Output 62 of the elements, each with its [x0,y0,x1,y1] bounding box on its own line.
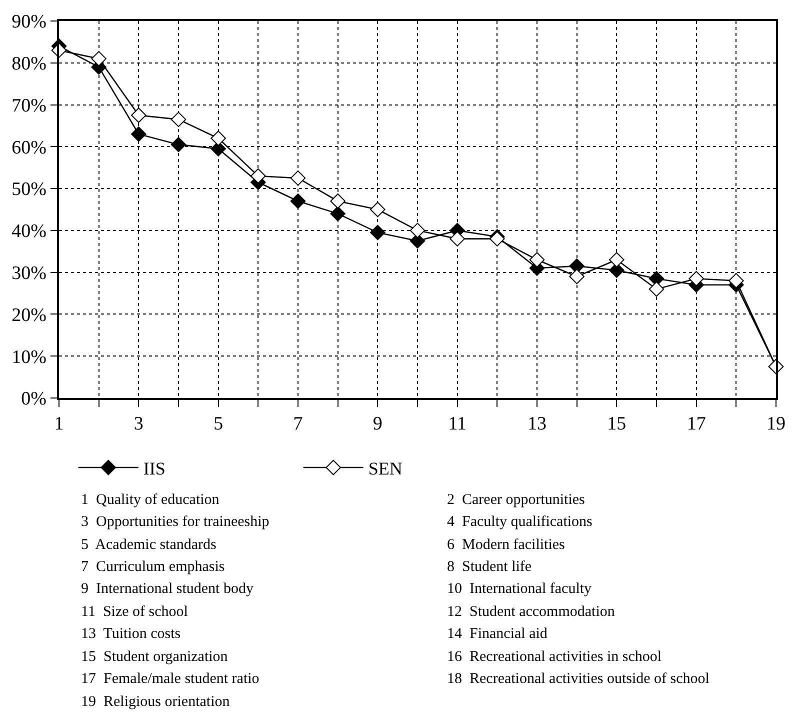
x-tick-label: 9 [372,414,382,435]
x-tick-label: 13 [528,414,546,435]
point [210,130,226,146]
text: 7 Curriculum emphasis [81,559,225,575]
x-tick-label: 1 [54,414,64,435]
point [688,270,704,286]
point [410,222,426,238]
x-tick-label: 7 [293,414,303,435]
text: 19 Religious orientation [81,694,230,710]
text: 13 Tuition costs [81,626,181,642]
y-tick-label: 50% [12,179,47,200]
y-tick-label: 10% [12,346,47,368]
text: 5 Academic standards [81,537,217,553]
point [609,252,624,268]
y-tick-label: 20% [12,304,47,326]
point [170,136,186,152]
text: 2 Career opportunities [447,492,586,508]
x-tick-label: 3 [134,414,144,435]
text: 16 Recreational activities in school [447,649,662,665]
text: 15 Student organization [81,649,228,665]
text: 8 Student life [447,559,532,575]
y-tick-label: 30% [12,262,47,284]
text: 6 Modern facilities [447,537,566,553]
point [370,224,386,240]
text: 18 Recreational activities outside of school [447,671,710,687]
point [131,126,146,142]
point [450,231,465,246]
x-tick-label: 15 [607,414,626,435]
legend-label: IIS [143,458,166,479]
y-tick-label: 60% [12,137,47,158]
x-tick-label: 5 [214,414,224,435]
point [131,108,146,123]
point [728,273,744,288]
y-tick-label: 40% [12,221,47,242]
point [569,268,584,284]
text: 1 Quality of education [81,492,220,508]
y-tick-label: 0% [21,388,47,410]
text: 10 International faculty [447,581,592,597]
point [370,202,386,218]
point [290,193,306,209]
text: 9 International student body [81,581,254,597]
text: 12 Student accommodation [447,604,616,620]
legend-label: SEN [368,458,402,479]
point [330,206,346,222]
y-tick-label: 80% [12,54,47,75]
point [648,281,664,297]
y-tick-label: 90% [12,12,47,33]
point [290,170,306,186]
point [330,193,346,209]
x-tick-label: 19 [766,414,786,435]
point [91,51,106,66]
point [529,252,545,268]
y-tick-label: 70% [12,95,47,116]
text: 14 Financial aid [447,626,548,642]
point [250,168,266,184]
x-tick-label: 11 [448,414,466,435]
text: 11 Size of school [81,604,188,620]
text: 3 Opportunities for traineeship [81,514,270,530]
text: 4 Faculty qualifications [447,514,593,530]
point [170,112,186,128]
x-tick-label: 17 [686,414,706,435]
text: 17 Female/male student ratio [81,671,260,687]
